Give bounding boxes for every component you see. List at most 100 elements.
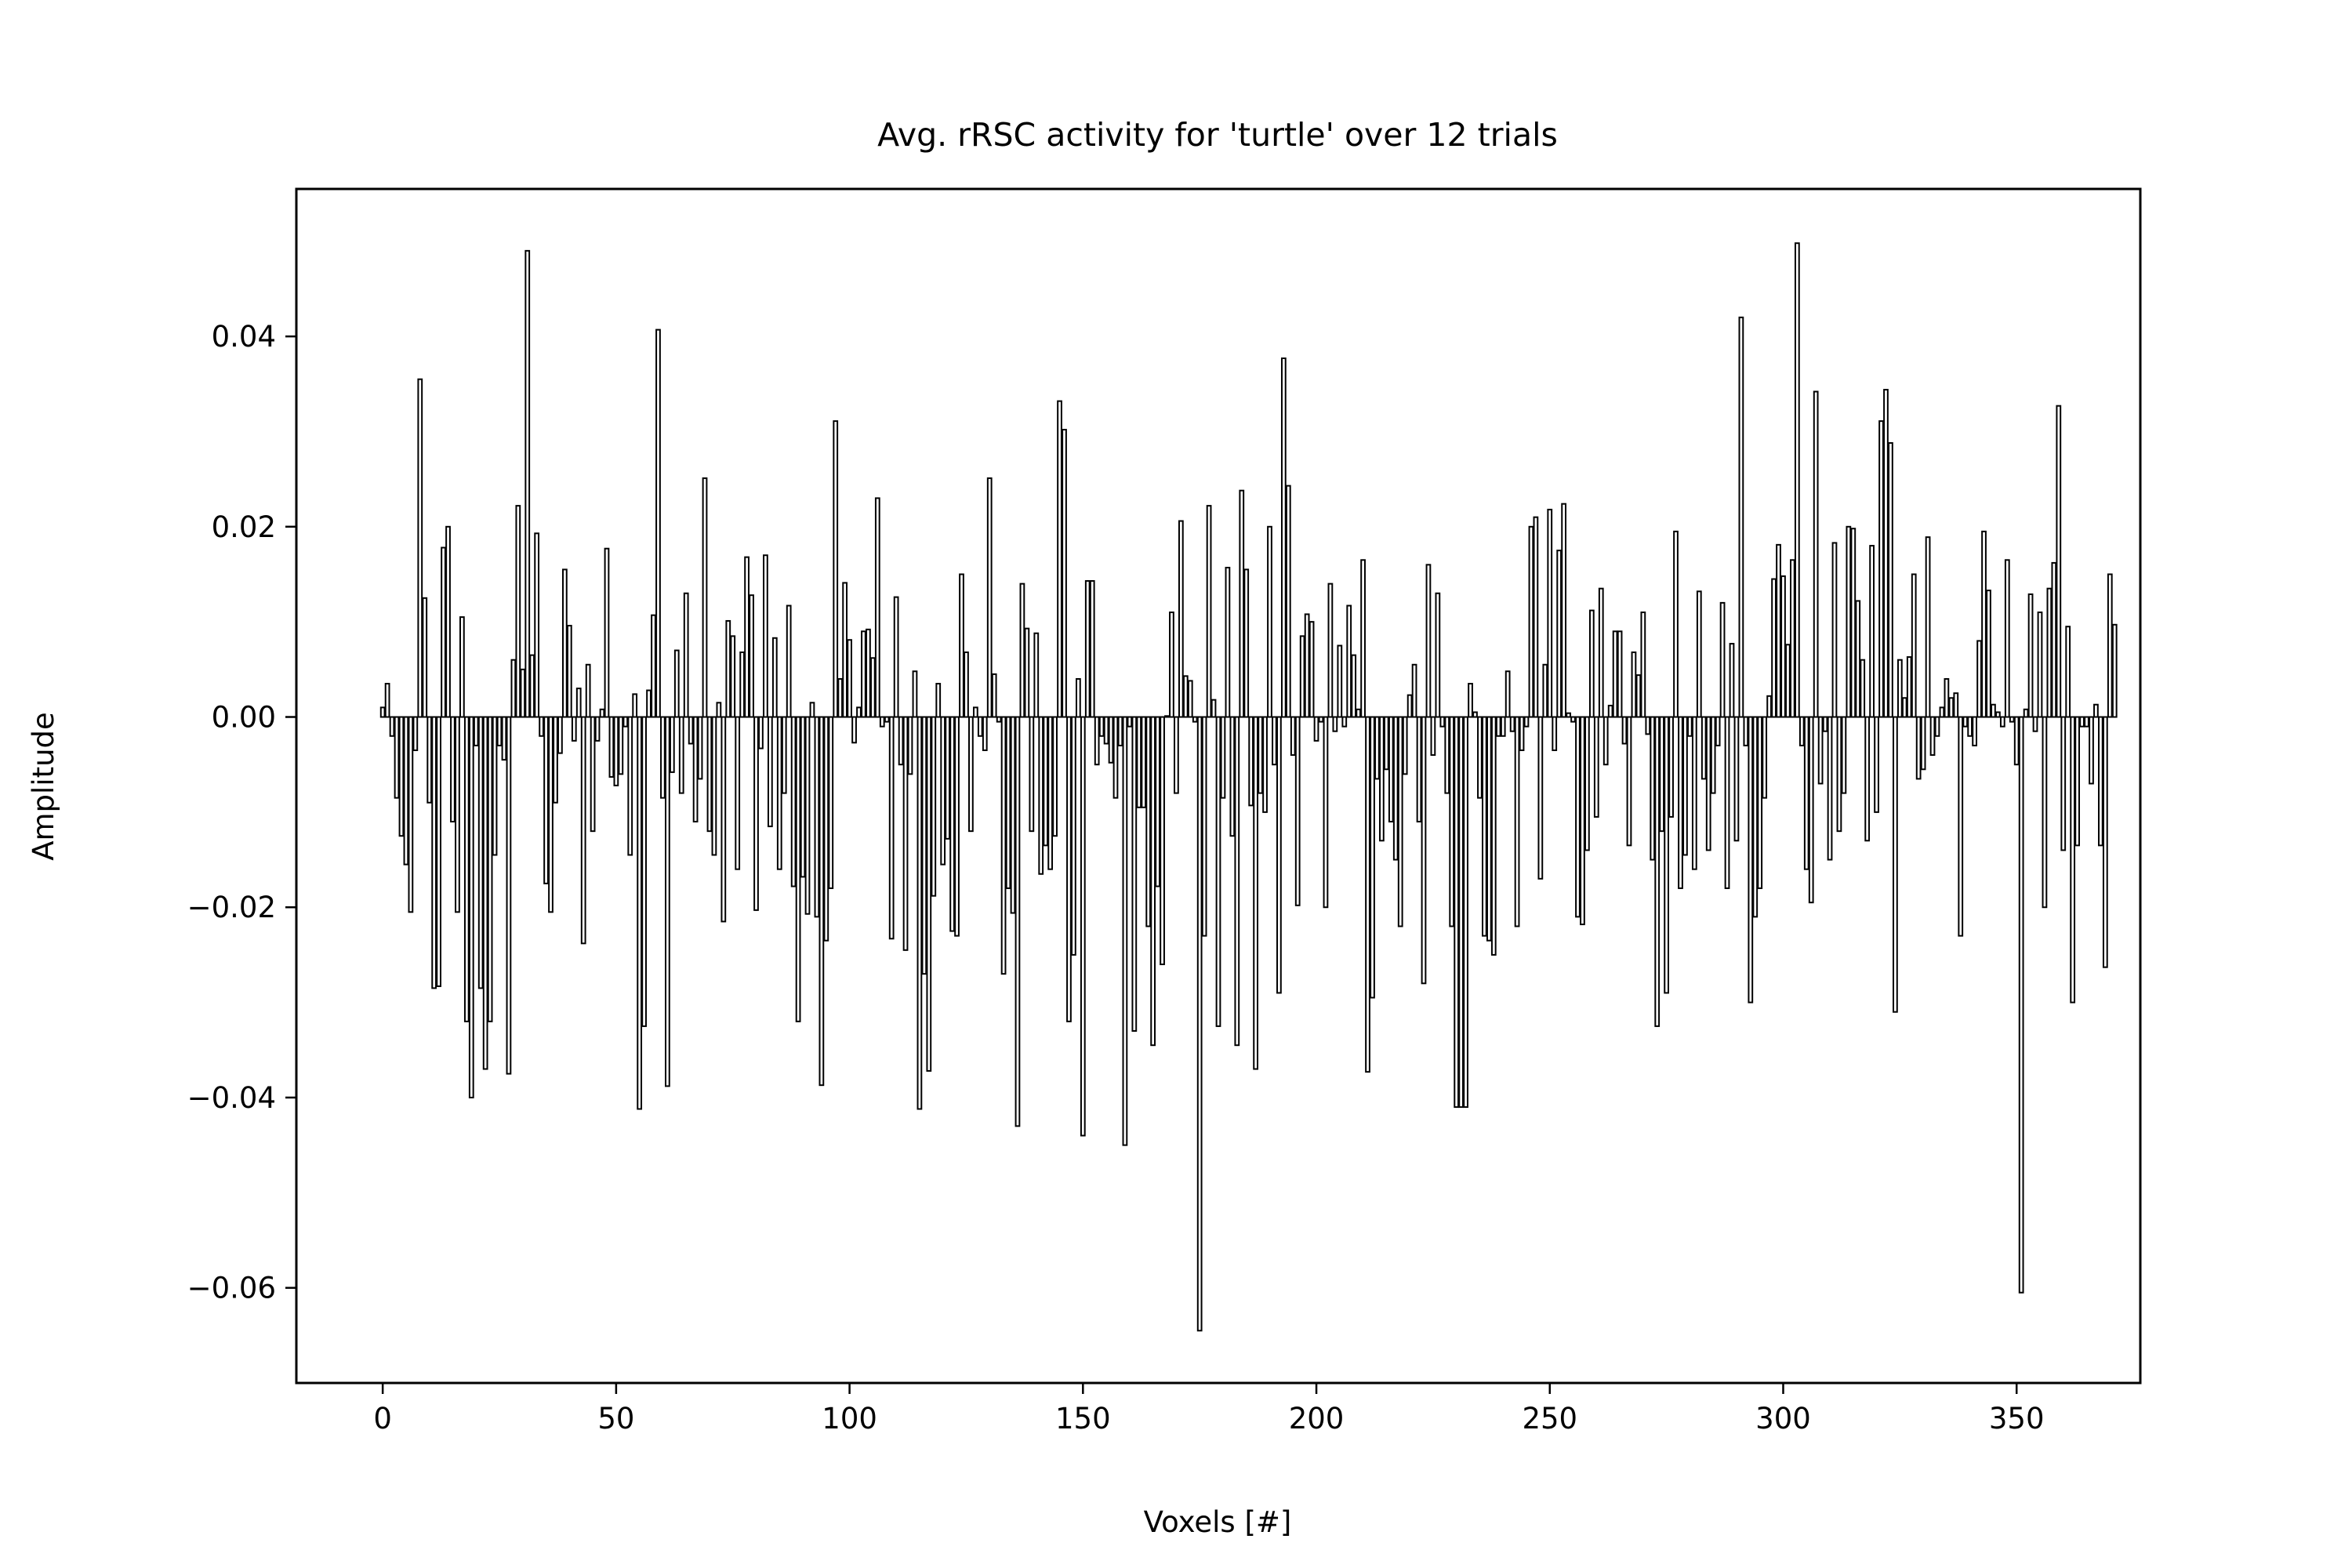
bar-180 — [1220, 716, 1226, 799]
bar-15 — [450, 716, 456, 823]
bar-2 — [389, 716, 395, 737]
bar-349 — [2009, 716, 2015, 723]
bar-291 — [1738, 316, 1744, 718]
bar-5 — [403, 716, 409, 866]
bar-363 — [2074, 716, 2080, 847]
bar-239 — [1495, 716, 1501, 737]
bar-65 — [683, 592, 689, 718]
bar-0 — [379, 706, 386, 718]
bar-153 — [1094, 716, 1100, 766]
bar-194 — [1285, 485, 1291, 718]
bar-277 — [1673, 530, 1679, 718]
bar-246 — [1528, 525, 1534, 718]
bar-344 — [1986, 590, 1991, 718]
bar-119 — [935, 683, 942, 718]
bar-62 — [669, 716, 675, 773]
bar-171 — [1178, 520, 1184, 718]
bar-164 — [1145, 716, 1152, 927]
bar-90 — [800, 716, 806, 878]
bar-92 — [809, 702, 815, 718]
bar-132 — [996, 716, 1002, 723]
bar-36 — [548, 716, 554, 913]
bar-136 — [1014, 716, 1021, 1127]
bar-44 — [585, 663, 591, 718]
bar-71 — [711, 716, 717, 856]
bar-209 — [1356, 708, 1362, 718]
bar-205 — [1337, 644, 1343, 718]
bar-254 — [1566, 712, 1571, 718]
bar-112 — [902, 716, 909, 951]
bar-311 — [1831, 542, 1838, 718]
bar-214 — [1379, 716, 1385, 842]
bar-301 — [1785, 644, 1791, 718]
bar-161 — [1131, 716, 1138, 1032]
bar-237 — [1486, 716, 1492, 942]
bar-174 — [1192, 716, 1198, 723]
bar-177 — [1206, 505, 1212, 718]
bar-238 — [1490, 716, 1497, 956]
bar-216 — [1388, 716, 1394, 823]
bar-129 — [982, 716, 988, 751]
bar-134 — [1005, 716, 1011, 889]
bar-172 — [1182, 675, 1189, 718]
bar-124 — [959, 573, 964, 718]
bar-47 — [599, 708, 605, 718]
bar-85 — [776, 716, 782, 870]
bar-142 — [1043, 716, 1049, 847]
bar-138 — [1024, 627, 1030, 718]
bar-207 — [1346, 604, 1352, 718]
bar-206 — [1341, 716, 1348, 728]
bar-29 — [515, 505, 521, 718]
bar-210 — [1360, 559, 1366, 718]
bar-326 — [1901, 697, 1907, 718]
bar-118 — [931, 716, 937, 897]
bar-255 — [1570, 716, 1576, 723]
bar-282 — [1696, 590, 1702, 718]
bar-257 — [1580, 716, 1585, 926]
bar-128 — [977, 716, 983, 737]
bar-245 — [1523, 716, 1530, 728]
bar-203 — [1327, 583, 1334, 718]
bar-48 — [604, 547, 610, 718]
bar-23 — [487, 716, 493, 1022]
bar-89 — [795, 716, 801, 1022]
bar-353 — [2027, 593, 2034, 718]
bar-37 — [553, 716, 558, 804]
bar-131 — [991, 673, 997, 718]
bar-192 — [1276, 716, 1282, 994]
bar-97 — [833, 420, 839, 718]
bar-211 — [1365, 716, 1370, 1073]
bar-35 — [543, 716, 549, 884]
bar-303 — [1794, 242, 1800, 718]
bar-300 — [1780, 575, 1786, 718]
bar-368 — [2098, 716, 2103, 847]
bar-106 — [874, 497, 880, 718]
bar-190 — [1267, 525, 1272, 718]
bar-108 — [884, 716, 890, 723]
bar-80 — [753, 716, 759, 911]
bar-252 — [1556, 550, 1563, 718]
bar-258 — [1584, 716, 1590, 851]
bar-248 — [1537, 716, 1544, 880]
bar-139 — [1029, 716, 1035, 833]
bar-309 — [1822, 716, 1828, 732]
bar-317 — [1860, 659, 1866, 718]
bar-367 — [2093, 703, 2099, 718]
x-tick-label: 250 — [1522, 1402, 1577, 1436]
bar-146 — [1062, 429, 1067, 718]
bar-100 — [847, 639, 852, 718]
bar-371 — [2111, 623, 2118, 718]
bar-120 — [940, 716, 946, 866]
bar-55 — [637, 716, 643, 1110]
bar-73 — [720, 716, 727, 923]
bar-267 — [1626, 716, 1632, 847]
bar-60 — [660, 716, 666, 799]
bar-292 — [1743, 716, 1749, 746]
bar-58 — [651, 614, 656, 718]
bar-297 — [1766, 695, 1772, 718]
bar-150 — [1080, 716, 1086, 1137]
bar-362 — [2070, 716, 2076, 1004]
bar-152 — [1089, 579, 1095, 718]
bar-286 — [1715, 716, 1721, 746]
